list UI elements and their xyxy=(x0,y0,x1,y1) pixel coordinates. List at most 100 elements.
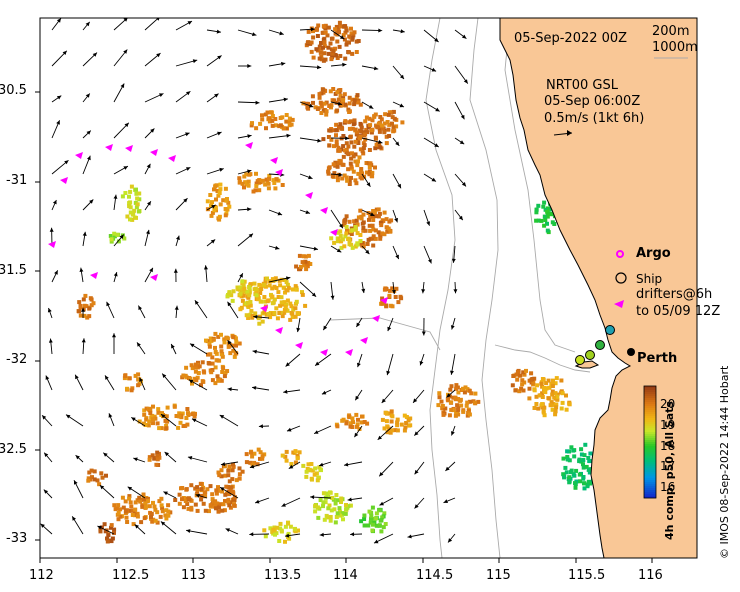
sst-pixel xyxy=(258,291,263,295)
sst-pixel xyxy=(344,231,349,236)
current-arrows xyxy=(40,18,469,544)
sst-pixel xyxy=(263,279,268,284)
sst-pixel xyxy=(554,405,559,410)
sst-pixel xyxy=(338,24,343,29)
sst-pixel xyxy=(291,287,296,292)
sst-pixel xyxy=(540,402,545,407)
sst-pixel xyxy=(208,336,213,341)
sst-pixel xyxy=(131,522,136,527)
sst-pixel xyxy=(124,515,129,520)
sst-pixel xyxy=(350,37,355,42)
sst-pixel xyxy=(225,369,230,373)
current-arrow-head xyxy=(187,456,193,460)
current-arrow-head xyxy=(161,414,166,419)
drifter-position xyxy=(150,149,158,156)
sst-pixel xyxy=(351,122,356,126)
sst-pixel xyxy=(371,234,376,239)
contour-label-200m: 200m xyxy=(652,24,690,39)
current-arrow-head xyxy=(413,398,418,403)
sst-pixel xyxy=(335,56,340,60)
current-arrow-head xyxy=(354,432,359,438)
sst-pixel xyxy=(210,210,215,215)
sst-pixel xyxy=(262,295,267,299)
current-arrow-head xyxy=(185,132,190,137)
sst-pixel xyxy=(555,392,560,397)
sst-pixel xyxy=(267,279,272,284)
sst-pixel xyxy=(333,501,338,506)
sst-pixel xyxy=(545,214,550,219)
current-arrow-head xyxy=(252,349,257,354)
current-arrow-head xyxy=(283,97,288,102)
colorbar-segment xyxy=(644,420,656,423)
sst-pixel xyxy=(237,476,242,481)
sst-pixel xyxy=(360,414,364,419)
sst-pixel xyxy=(379,117,384,122)
sst-pixel xyxy=(218,202,223,207)
sst-pixel xyxy=(318,498,323,502)
sst-pixel xyxy=(326,51,331,56)
sst-pixel xyxy=(321,24,326,29)
sst-pixel xyxy=(569,445,574,450)
sst-pixel xyxy=(355,222,360,227)
sst-pixel xyxy=(473,391,478,396)
sst-pixel xyxy=(358,147,363,152)
sst-pixel xyxy=(376,230,381,235)
sst-pixel xyxy=(455,403,460,408)
current-arrow-head xyxy=(277,211,283,216)
sst-pixel xyxy=(86,478,91,483)
current-arrow-head xyxy=(283,389,288,394)
current-arrow-head xyxy=(397,183,401,189)
colorbar-tick: 20 xyxy=(660,397,676,411)
sst-pixel xyxy=(216,509,221,514)
sst-pixel xyxy=(380,417,385,422)
sst-pixel xyxy=(465,400,470,405)
sst-pixel xyxy=(355,130,359,135)
sst-pixel xyxy=(331,162,336,167)
sst-pixel xyxy=(252,281,257,286)
sst-pixel xyxy=(242,185,246,190)
sst-pixel xyxy=(283,539,287,544)
sst-pixel xyxy=(342,92,347,97)
drifter-position xyxy=(275,327,283,334)
sst-pixel xyxy=(374,142,379,147)
sst-pixel xyxy=(280,183,285,187)
sst-pixel xyxy=(550,392,555,397)
sst-pixel xyxy=(201,379,206,384)
sst-pixel xyxy=(293,449,298,454)
colorbar-segment xyxy=(644,494,656,497)
sst-pixel xyxy=(290,315,295,319)
current-arrow-head xyxy=(220,462,226,466)
colorbar-segment xyxy=(644,490,656,493)
sst-pixel xyxy=(319,111,324,115)
sst-pixel xyxy=(213,205,218,210)
x-tick-label: 116 xyxy=(638,568,663,583)
sst-pixel xyxy=(520,382,525,387)
sst-pixel xyxy=(284,126,289,131)
sst-pixel xyxy=(456,390,461,395)
current-arrow-head xyxy=(310,495,315,500)
sst-pixel xyxy=(377,129,382,134)
sst-pixel xyxy=(216,485,220,490)
sst-pixel xyxy=(461,386,465,391)
sst-pixel xyxy=(178,420,183,425)
drifter-position xyxy=(372,315,380,322)
sst-pixel xyxy=(265,276,269,281)
sst-pixel xyxy=(534,218,539,223)
sst-pixel xyxy=(125,214,130,219)
sst-pixel xyxy=(284,458,289,463)
current-arrow-head xyxy=(176,235,180,240)
sst-pixel xyxy=(193,502,198,507)
sst-pixel xyxy=(123,499,128,504)
sst-pixel xyxy=(257,282,262,287)
sst-pixel xyxy=(358,233,363,237)
sst-pixel xyxy=(232,354,237,359)
sst-pixel xyxy=(300,260,305,265)
sst-pixel xyxy=(370,214,375,219)
sst-pixel xyxy=(244,460,249,465)
sst-pixel xyxy=(116,503,121,508)
sst-pixel xyxy=(153,507,158,512)
sst-pixel xyxy=(88,477,93,482)
sst-pixel xyxy=(243,180,248,185)
sst-pixel xyxy=(156,407,161,412)
current-arrow-head xyxy=(414,504,419,509)
